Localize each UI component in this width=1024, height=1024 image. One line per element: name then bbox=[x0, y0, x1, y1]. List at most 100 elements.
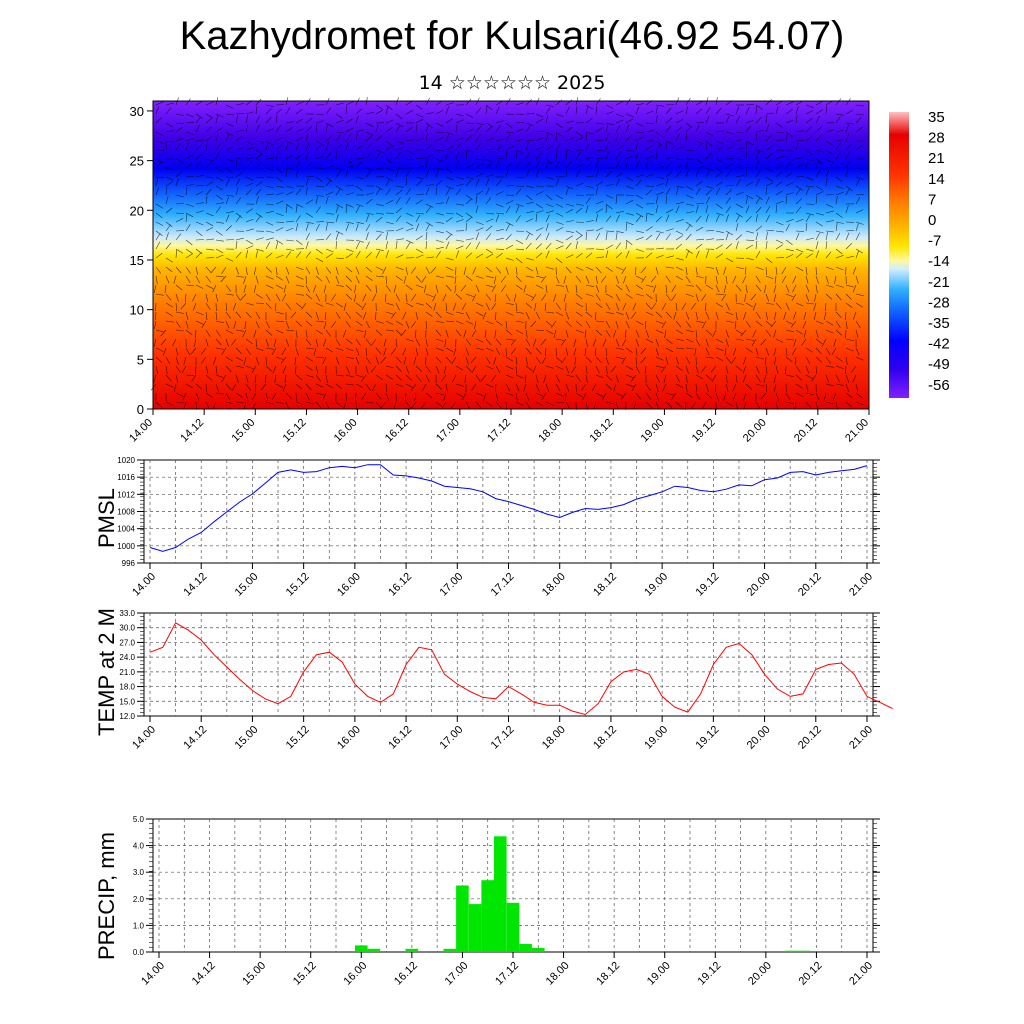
wind-barb bbox=[743, 401, 747, 410]
wind-barb bbox=[565, 365, 570, 374]
wind-barb bbox=[515, 188, 522, 196]
wind-barb bbox=[294, 356, 297, 365]
wind-barb bbox=[725, 302, 730, 311]
wind-barb bbox=[665, 171, 673, 178]
wind-barb bbox=[361, 302, 367, 311]
wind-barb bbox=[535, 347, 542, 355]
wind-barb bbox=[575, 182, 584, 187]
wind-barb bbox=[855, 320, 861, 328]
wind-barb bbox=[495, 253, 503, 259]
wind-barb bbox=[755, 170, 761, 178]
wind-barb bbox=[725, 275, 728, 284]
wind-barb bbox=[835, 320, 841, 328]
wind-barb bbox=[645, 110, 654, 115]
wind-barb bbox=[555, 150, 558, 160]
wind-barb bbox=[525, 311, 530, 320]
wind-barb bbox=[635, 194, 644, 200]
wind-barb bbox=[705, 142, 708, 151]
wind-barb bbox=[191, 374, 197, 382]
wind-barb bbox=[495, 214, 500, 223]
wind-barb bbox=[665, 209, 674, 214]
wind-barb bbox=[615, 302, 620, 311]
wind-barb bbox=[375, 233, 382, 241]
wind-barb bbox=[453, 347, 457, 356]
wind-barb bbox=[815, 250, 819, 259]
wind-barb bbox=[725, 197, 731, 205]
wind-barb bbox=[805, 222, 808, 232]
wind-barb bbox=[805, 248, 814, 252]
wind-barb bbox=[255, 98, 262, 106]
wind-barb bbox=[285, 140, 294, 145]
wind-barb bbox=[155, 176, 165, 178]
wind-barb bbox=[265, 108, 272, 115]
wind-barb bbox=[615, 172, 623, 178]
wind-barb bbox=[455, 392, 464, 398]
wind-barb bbox=[345, 221, 354, 224]
wind-barb bbox=[355, 239, 364, 243]
wind-barb bbox=[205, 311, 208, 320]
wind-barb bbox=[265, 252, 273, 259]
wind-barb bbox=[405, 383, 414, 389]
wind-barb bbox=[195, 284, 204, 289]
wind-barb bbox=[715, 203, 723, 209]
wind-barb bbox=[361, 392, 367, 400]
wind-barb bbox=[235, 329, 244, 332]
wind-barb bbox=[315, 196, 318, 205]
wind-barb bbox=[185, 162, 193, 169]
wind-barb bbox=[625, 194, 635, 196]
wind-barb bbox=[465, 252, 473, 259]
wind-barb bbox=[425, 374, 430, 383]
wind-barb bbox=[855, 248, 863, 254]
wind-barb bbox=[165, 107, 172, 115]
wind-barb bbox=[485, 212, 494, 215]
wind-barb bbox=[615, 293, 621, 302]
wind-barb bbox=[752, 329, 757, 338]
x-tick-label: 19.00 bbox=[642, 724, 670, 752]
wind-barb bbox=[742, 275, 747, 284]
wind-barb bbox=[525, 99, 532, 106]
wind-barb bbox=[265, 401, 274, 405]
wind-barb bbox=[735, 214, 741, 223]
wind-barb bbox=[635, 179, 642, 187]
wind-barb bbox=[685, 365, 689, 374]
wind-barb bbox=[605, 311, 614, 315]
wind-barb bbox=[225, 239, 235, 241]
wind-barb bbox=[605, 356, 609, 365]
wind-barb bbox=[275, 136, 284, 142]
wind-barb bbox=[785, 172, 793, 178]
wind-barb bbox=[435, 202, 444, 205]
wind-barb bbox=[595, 284, 600, 293]
wind-barb bbox=[155, 131, 164, 137]
wind-barb bbox=[215, 365, 218, 374]
wind-barb bbox=[475, 173, 484, 178]
wind-barb bbox=[425, 266, 430, 275]
wind-barb bbox=[705, 152, 712, 160]
wind-barb bbox=[205, 302, 211, 310]
wind-barb bbox=[595, 227, 604, 232]
wind-barb bbox=[525, 232, 531, 241]
wind-barb bbox=[395, 185, 404, 188]
wind-barb bbox=[635, 142, 638, 151]
wind-barb bbox=[715, 230, 724, 233]
wind-barb bbox=[715, 392, 719, 401]
wind-barb bbox=[785, 219, 794, 223]
wind-barb bbox=[160, 338, 167, 346]
wind-barb bbox=[535, 233, 542, 241]
wind-barb bbox=[855, 401, 864, 406]
wind-barb bbox=[235, 293, 241, 301]
wind-barb bbox=[405, 242, 411, 250]
wind-barb bbox=[454, 284, 457, 293]
wind-barb bbox=[465, 179, 472, 187]
wind-barb bbox=[425, 160, 428, 169]
wind-barb bbox=[175, 401, 184, 404]
wind-barb bbox=[585, 142, 591, 151]
wind-barb bbox=[335, 374, 344, 377]
wind-barb bbox=[435, 212, 444, 216]
wind-barb bbox=[415, 329, 417, 339]
wind-barb bbox=[221, 266, 227, 274]
wind-barb bbox=[185, 154, 193, 160]
wind-barb bbox=[183, 356, 187, 365]
wind-barb bbox=[785, 284, 790, 293]
wind-barb bbox=[571, 365, 577, 373]
wind-barb bbox=[190, 347, 197, 355]
